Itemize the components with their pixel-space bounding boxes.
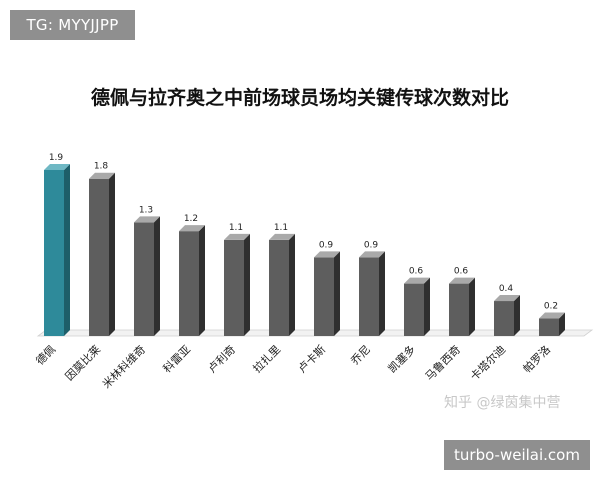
category-label: 德佩 bbox=[33, 342, 58, 367]
bar-side bbox=[109, 172, 115, 336]
bar-side bbox=[469, 277, 475, 336]
bar bbox=[449, 277, 475, 336]
bar-front bbox=[359, 257, 379, 336]
category-label: 马鲁西奇 bbox=[422, 342, 463, 383]
bar-side bbox=[559, 312, 565, 336]
bar bbox=[44, 164, 70, 336]
bar bbox=[314, 251, 340, 336]
bar-front bbox=[269, 239, 289, 336]
bar bbox=[179, 225, 205, 336]
bar-front bbox=[44, 170, 64, 336]
category-label: 因莫比莱 bbox=[63, 343, 103, 383]
bar-top bbox=[269, 233, 295, 240]
bar bbox=[359, 251, 385, 336]
bar-top bbox=[224, 233, 250, 240]
value-label: 1.8 bbox=[94, 162, 109, 172]
category-label: 卢利奇 bbox=[206, 343, 239, 376]
value-label: 1.1 bbox=[229, 223, 243, 233]
category-label: 科雷亚 bbox=[160, 342, 193, 375]
bar-top bbox=[179, 225, 205, 232]
value-label: 1.9 bbox=[49, 153, 64, 163]
bar-top bbox=[89, 172, 115, 179]
value-label: 0.4 bbox=[499, 284, 514, 294]
value-label: 1.1 bbox=[274, 223, 288, 233]
bars-group bbox=[44, 164, 565, 336]
value-label: 1.2 bbox=[184, 214, 198, 224]
value-label: 0.9 bbox=[319, 240, 334, 250]
bar bbox=[494, 295, 520, 336]
bar-side bbox=[379, 251, 385, 336]
bar-top bbox=[404, 277, 430, 284]
category-label: 凯塞多 bbox=[385, 342, 418, 375]
bar-top bbox=[314, 251, 340, 258]
bar-front bbox=[539, 318, 559, 336]
bar-top bbox=[539, 312, 565, 319]
bar-side bbox=[334, 251, 340, 336]
value-label: 0.9 bbox=[364, 240, 379, 250]
bar-side bbox=[244, 233, 250, 336]
bar bbox=[539, 312, 565, 336]
bar-side bbox=[514, 295, 520, 336]
chart-title: 德佩与拉齐奥之中前场球员场均关键传球次数对比 bbox=[91, 86, 509, 109]
bar-front bbox=[179, 231, 199, 336]
site-badge[interactable]: turbo-weilai.com bbox=[444, 440, 590, 470]
channel-tag: TG: MYYJJPP bbox=[10, 10, 135, 40]
bar-side bbox=[289, 233, 295, 336]
category-label: 米林科维奇 bbox=[99, 342, 148, 391]
value-label: 0.6 bbox=[454, 267, 469, 277]
bar-side bbox=[154, 216, 160, 336]
bar bbox=[134, 216, 160, 336]
bar bbox=[89, 172, 115, 336]
category-label: 乔尼 bbox=[348, 343, 373, 368]
value-label: 1.3 bbox=[139, 205, 153, 215]
bar-side bbox=[199, 225, 205, 336]
bar-top bbox=[44, 164, 70, 170]
value-label: 0.2 bbox=[544, 302, 558, 312]
bar-front bbox=[134, 222, 154, 336]
value-label: 0.6 bbox=[409, 267, 424, 277]
category-label: 卡塔尔迪 bbox=[468, 343, 508, 383]
bar-front bbox=[449, 283, 469, 336]
bar-front bbox=[224, 239, 244, 336]
bar bbox=[224, 233, 250, 336]
bar-front bbox=[404, 283, 424, 336]
bar-top bbox=[494, 295, 520, 302]
bar-side bbox=[64, 164, 70, 336]
category-label: 拉扎里 bbox=[250, 342, 283, 375]
category-label: 卢卡斯 bbox=[296, 343, 329, 376]
bar-front bbox=[89, 178, 109, 336]
watermark-text: 知乎 @绿茵集中营 bbox=[444, 395, 561, 411]
bar bbox=[404, 277, 430, 336]
bar-top bbox=[449, 277, 475, 284]
bar bbox=[269, 233, 295, 336]
bar-front bbox=[314, 257, 334, 336]
bar-top bbox=[359, 251, 385, 258]
value-labels-group: 1.9 1.8 1.3 1.2 1.1 1.1 0.9 0.9 0.6 0.6 0.4 0.2 bbox=[49, 153, 558, 312]
bar-top bbox=[134, 216, 160, 223]
bar-front bbox=[494, 301, 514, 336]
bar-side bbox=[424, 277, 430, 336]
category-label: 帕罗洛 bbox=[520, 342, 553, 375]
